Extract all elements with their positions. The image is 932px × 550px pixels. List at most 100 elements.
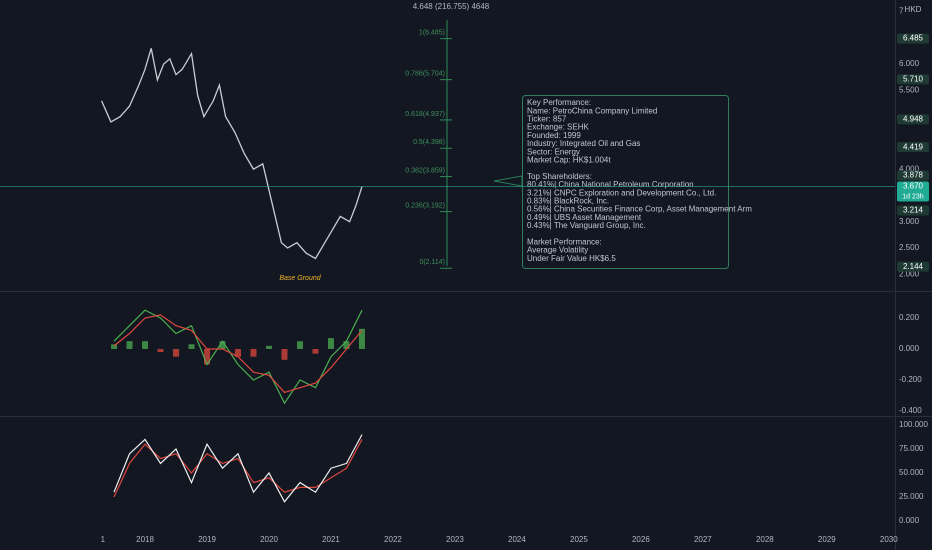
y-tick-label: 2.000 — [899, 269, 920, 278]
histogram-bar — [296, 341, 303, 349]
histogram-bar — [327, 338, 334, 349]
histogram-bar — [219, 341, 226, 349]
info-line: 0.49%| UBS Asset Management — [527, 213, 642, 222]
y-tick-label: 0.200 — [899, 313, 920, 322]
currency: HKD — [905, 5, 922, 14]
info-line: Name: PetroChina Company Limited — [527, 106, 657, 115]
price-badge-label: 4.419 — [903, 142, 924, 151]
price-badge — [897, 74, 929, 85]
price-badge-label: 2.144 — [903, 262, 924, 271]
x-tick-label: 2024 — [508, 535, 526, 544]
info-line: 80.41%| China National Petroleum Corpora… — [527, 180, 694, 189]
info-line: Founded: 1999 — [527, 131, 581, 140]
info-line: Key Performance: — [527, 98, 591, 107]
header-ohlc: 4.648 (216.755) 4648 — [413, 2, 490, 11]
y-tick-label: -0.400 — [899, 406, 922, 415]
info-line: Exchange: SEHK — [527, 123, 589, 132]
y-tick-label: 75.000 — [899, 444, 924, 453]
x-tick-label: 2028 — [756, 535, 774, 544]
info-box — [522, 95, 729, 269]
y-tick-label: 2.500 — [899, 243, 920, 252]
x-tick-label: 1 — [101, 535, 106, 544]
info-line: Market Cap: HK$1.004t — [527, 156, 611, 165]
info-line: 0.56%| China Securities Finance Corp, As… — [527, 205, 752, 214]
x-tick-label: 2026 — [632, 535, 650, 544]
info-text: Key Performance:Name: PetroChina Company… — [527, 98, 752, 263]
price-badge — [897, 205, 929, 216]
fib-label: 0.236(3.192) — [405, 202, 445, 209]
price-badge — [897, 114, 929, 125]
price-badge — [897, 142, 929, 153]
info-line: Market Performance: — [527, 238, 602, 247]
y-tick-label: 100.000 — [899, 420, 928, 429]
price-badge-label: 5.710 — [903, 74, 924, 83]
info-line: Top Shareholders: — [527, 172, 592, 181]
y-tick-label: 3.000 — [899, 217, 920, 226]
histogram-bar — [204, 348, 211, 365]
fib-label: 1(6.485) — [419, 29, 445, 36]
fib-label: 0(2.114) — [419, 259, 445, 266]
y-tick-label: 5.500 — [899, 85, 920, 94]
price-badge-label: 6.485 — [903, 34, 924, 43]
x-tick-label: 2020 — [260, 535, 278, 544]
info-line: Average Volatility — [527, 246, 588, 255]
y-tick-label: 0.000 — [899, 516, 920, 525]
last-price-badge — [897, 181, 929, 202]
fib-label: 0.618(4.937) — [405, 111, 445, 118]
y-tick-label: 50.000 — [899, 468, 924, 477]
annotation: Base Ground — [279, 275, 321, 282]
price-badge — [897, 261, 929, 272]
fib-label: 0.382(3.859) — [405, 167, 445, 174]
fib-label: 0.786(5.704) — [405, 70, 445, 77]
histogram-bar — [250, 348, 257, 357]
price-line — [101, 48, 363, 260]
x-tick-label: 2030 — [880, 535, 898, 544]
info-line: 0.83%| BlackRock, Inc. — [527, 197, 609, 206]
histogram-bar — [265, 345, 272, 349]
histogram-bar — [126, 341, 133, 349]
info-line: Under Fair Value HK$6.5 — [527, 254, 616, 263]
histogram-bar — [188, 344, 195, 349]
histogram-bar — [358, 328, 365, 349]
price-badge — [897, 170, 929, 181]
indicator-line — [113, 434, 363, 503]
price-badge-label: 3.878 — [903, 171, 924, 180]
info-line: Industry: Integrated Oil and Gas — [527, 139, 640, 148]
price-badge-label: 4.948 — [903, 114, 924, 123]
histogram-bar — [235, 348, 242, 357]
histogram-bar — [173, 348, 180, 357]
x-tick-label: 2029 — [818, 535, 836, 544]
y-tick-label: 25.000 — [899, 492, 924, 501]
y-tick-label: 6.000 — [899, 59, 920, 68]
histogram-bar — [142, 341, 149, 349]
x-tick-label: 2021 — [322, 535, 340, 544]
histogram-bar — [111, 344, 118, 349]
y-tick-label: 4.000 — [899, 164, 920, 173]
countdown: 1d 23h — [902, 193, 924, 200]
indicator-line — [113, 314, 363, 394]
x-tick-label: 2018 — [136, 535, 154, 544]
histogram-bar — [157, 348, 164, 353]
info-line: 0.43%| The Vanguard Group, Inc. — [527, 221, 646, 230]
y-tick-label: -0.200 — [899, 375, 922, 384]
price-badge — [897, 33, 929, 44]
info-line: 3.21%| CNPC Exploration and Development … — [527, 188, 716, 197]
info-line: Sector: Energy — [527, 147, 580, 156]
x-tick-label: 2022 — [384, 535, 402, 544]
y-tick-label: 7 — [899, 7, 904, 16]
x-tick-label: 2023 — [446, 535, 464, 544]
price-badge-label: 3.214 — [903, 206, 924, 215]
y-tick-label: 0.000 — [899, 344, 920, 353]
info-line: Ticker: 857 — [527, 115, 567, 124]
fib-label: 0.5(4.398) — [413, 139, 445, 146]
histogram-bar — [343, 341, 350, 349]
x-tick-label: 2027 — [694, 535, 712, 544]
histogram-bar — [281, 348, 288, 360]
x-tick-label: 2025 — [570, 535, 588, 544]
last-price-label: 3.670 — [903, 182, 924, 191]
x-tick-label: 2019 — [198, 535, 216, 544]
histogram-bar — [312, 348, 319, 354]
